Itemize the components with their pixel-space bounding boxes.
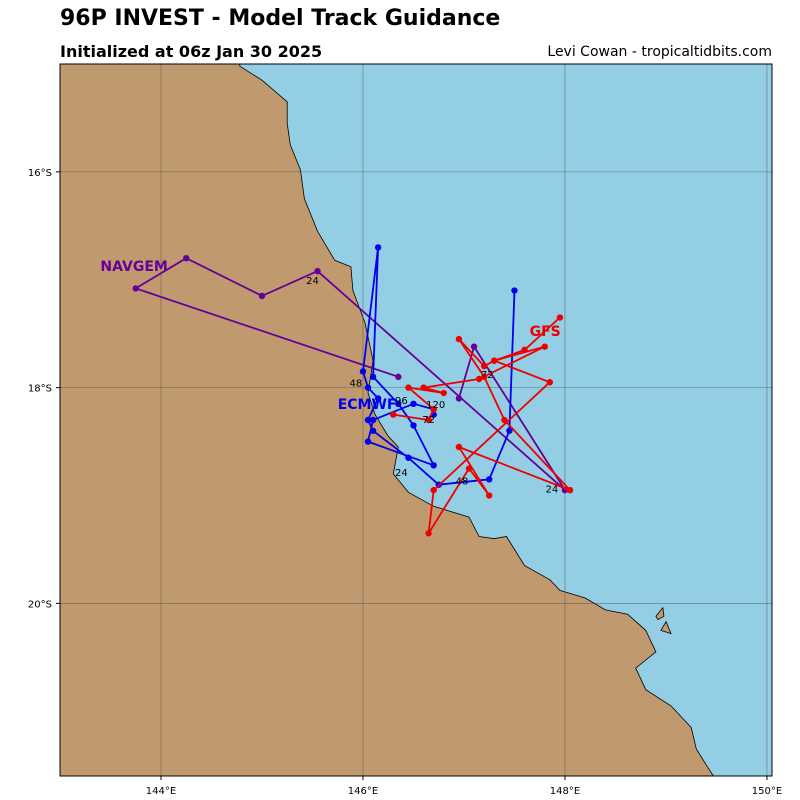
- track-point-navgem: [258, 292, 266, 300]
- track-line-ecmwf: [362, 246, 516, 486]
- track-point-gfs: [455, 443, 463, 451]
- land-mass: [60, 64, 714, 776]
- tick-label-lon-148: 148°E: [550, 786, 580, 797]
- track-point-gfs: [390, 411, 397, 418]
- hour-label-ecmwf-72: 72: [422, 415, 435, 426]
- hour-label-ecmwf-96: 96: [395, 396, 408, 407]
- tick-label-lon-150: 150°E: [752, 786, 782, 797]
- track-point-gfs: [491, 357, 498, 364]
- tick-label-lat--20: 20°S: [28, 599, 52, 610]
- tick-label-lon-144: 144°E: [146, 786, 176, 797]
- track-point-navgem: [455, 395, 463, 402]
- hour-label-ecmwf-48: 48: [350, 379, 363, 390]
- track-point-ecmwf: [374, 244, 382, 251]
- hour-label-ecmwf-24: 24: [395, 468, 408, 479]
- track-point-gfs: [425, 416, 432, 424]
- track-point-navgem: [470, 343, 478, 350]
- track-point-gfs: [546, 379, 554, 386]
- hour-label-gfs-48: 48: [456, 477, 469, 488]
- track-point-ecmwf: [364, 384, 372, 391]
- track-point-gfs: [430, 486, 437, 494]
- track-point-ecmwf: [506, 427, 513, 434]
- track-point-gfs: [501, 416, 508, 424]
- track-point-ecmwf: [374, 395, 382, 402]
- track-point-gfs: [556, 314, 564, 321]
- track-point-gfs: [440, 389, 447, 397]
- track-point-navgem: [395, 373, 402, 381]
- tick-label-lat--18: 18°S: [28, 384, 52, 395]
- model-labels: NAVGEM ECMWF GFS: [100, 259, 560, 413]
- hour-label-navgem-24: 24: [306, 276, 319, 287]
- track-point-ecmwf: [369, 416, 377, 424]
- credit-text: Levi Cowan - tropicaltidbits.com: [547, 44, 772, 60]
- islands: [655, 606, 672, 635]
- track-point-ecmwf: [410, 422, 417, 429]
- track-point-gfs: [475, 375, 483, 383]
- island-1: [655, 606, 665, 621]
- initialization-subtitle: Initialized at 06z Jan 30 2025: [60, 42, 323, 61]
- track-point-ecmwf: [369, 373, 377, 381]
- track-point-ecmwf: [364, 438, 372, 445]
- track-point-gfs: [465, 465, 473, 472]
- hour-label-gfs-24: 24: [545, 484, 558, 495]
- model-label-ecmwf: ECMWF: [338, 397, 397, 413]
- track-gfs: [390, 314, 574, 537]
- model-label-gfs: GFS: [530, 324, 561, 340]
- track-point-gfs: [480, 373, 488, 381]
- gridlines: [60, 64, 772, 776]
- track-point-gfs: [480, 362, 488, 370]
- track-point-navgem: [132, 285, 139, 292]
- track-point-ecmwf: [405, 454, 412, 461]
- track-point-ecmwf: [395, 400, 402, 408]
- island-2: [660, 620, 672, 635]
- tick-label-lat--16: 16°S: [28, 168, 52, 179]
- track-point-gfs: [430, 406, 437, 413]
- model-label-navgem: NAVGEM: [100, 259, 167, 275]
- track-point-gfs: [521, 346, 528, 354]
- hour-label-ecmwf-120: 120: [426, 400, 445, 411]
- track-point-gfs: [405, 384, 412, 391]
- track-point-gfs: [566, 486, 574, 494]
- track-point-gfs: [541, 343, 548, 350]
- hour-label-gfs-72: 72: [481, 370, 494, 381]
- track-point-ecmwf: [364, 416, 372, 424]
- track-point-ecmwf: [410, 400, 417, 408]
- page-title: 96P INVEST - Model Track Guidance: [60, 6, 501, 31]
- axis-ticks: 144°E 146°E 148°E 150°E 16°S 18°S 20°S: [28, 168, 782, 797]
- track-point-navgem: [314, 267, 321, 275]
- track-point-gfs: [486, 492, 493, 499]
- map-frame: [59, 63, 773, 777]
- model-tracks: [132, 244, 574, 537]
- track-point-ecmwf: [359, 368, 367, 375]
- track-point-navgem: [183, 254, 190, 262]
- track-point-ecmwf: [430, 462, 437, 469]
- track-navgem: [132, 254, 569, 494]
- track-point-gfs: [425, 530, 432, 537]
- track-point-gfs: [420, 384, 427, 391]
- track-point-ecmwf: [486, 476, 493, 483]
- track-point-gfs: [455, 335, 463, 343]
- tick-label-lon-146: 146°E: [348, 786, 378, 797]
- track-point-ecmwf: [511, 287, 518, 294]
- track-line-navgem: [134, 257, 566, 492]
- forecast-hour-labels: 24 24 48 72 96 120 24 48 72: [306, 276, 558, 495]
- track-point-ecmwf: [369, 427, 377, 434]
